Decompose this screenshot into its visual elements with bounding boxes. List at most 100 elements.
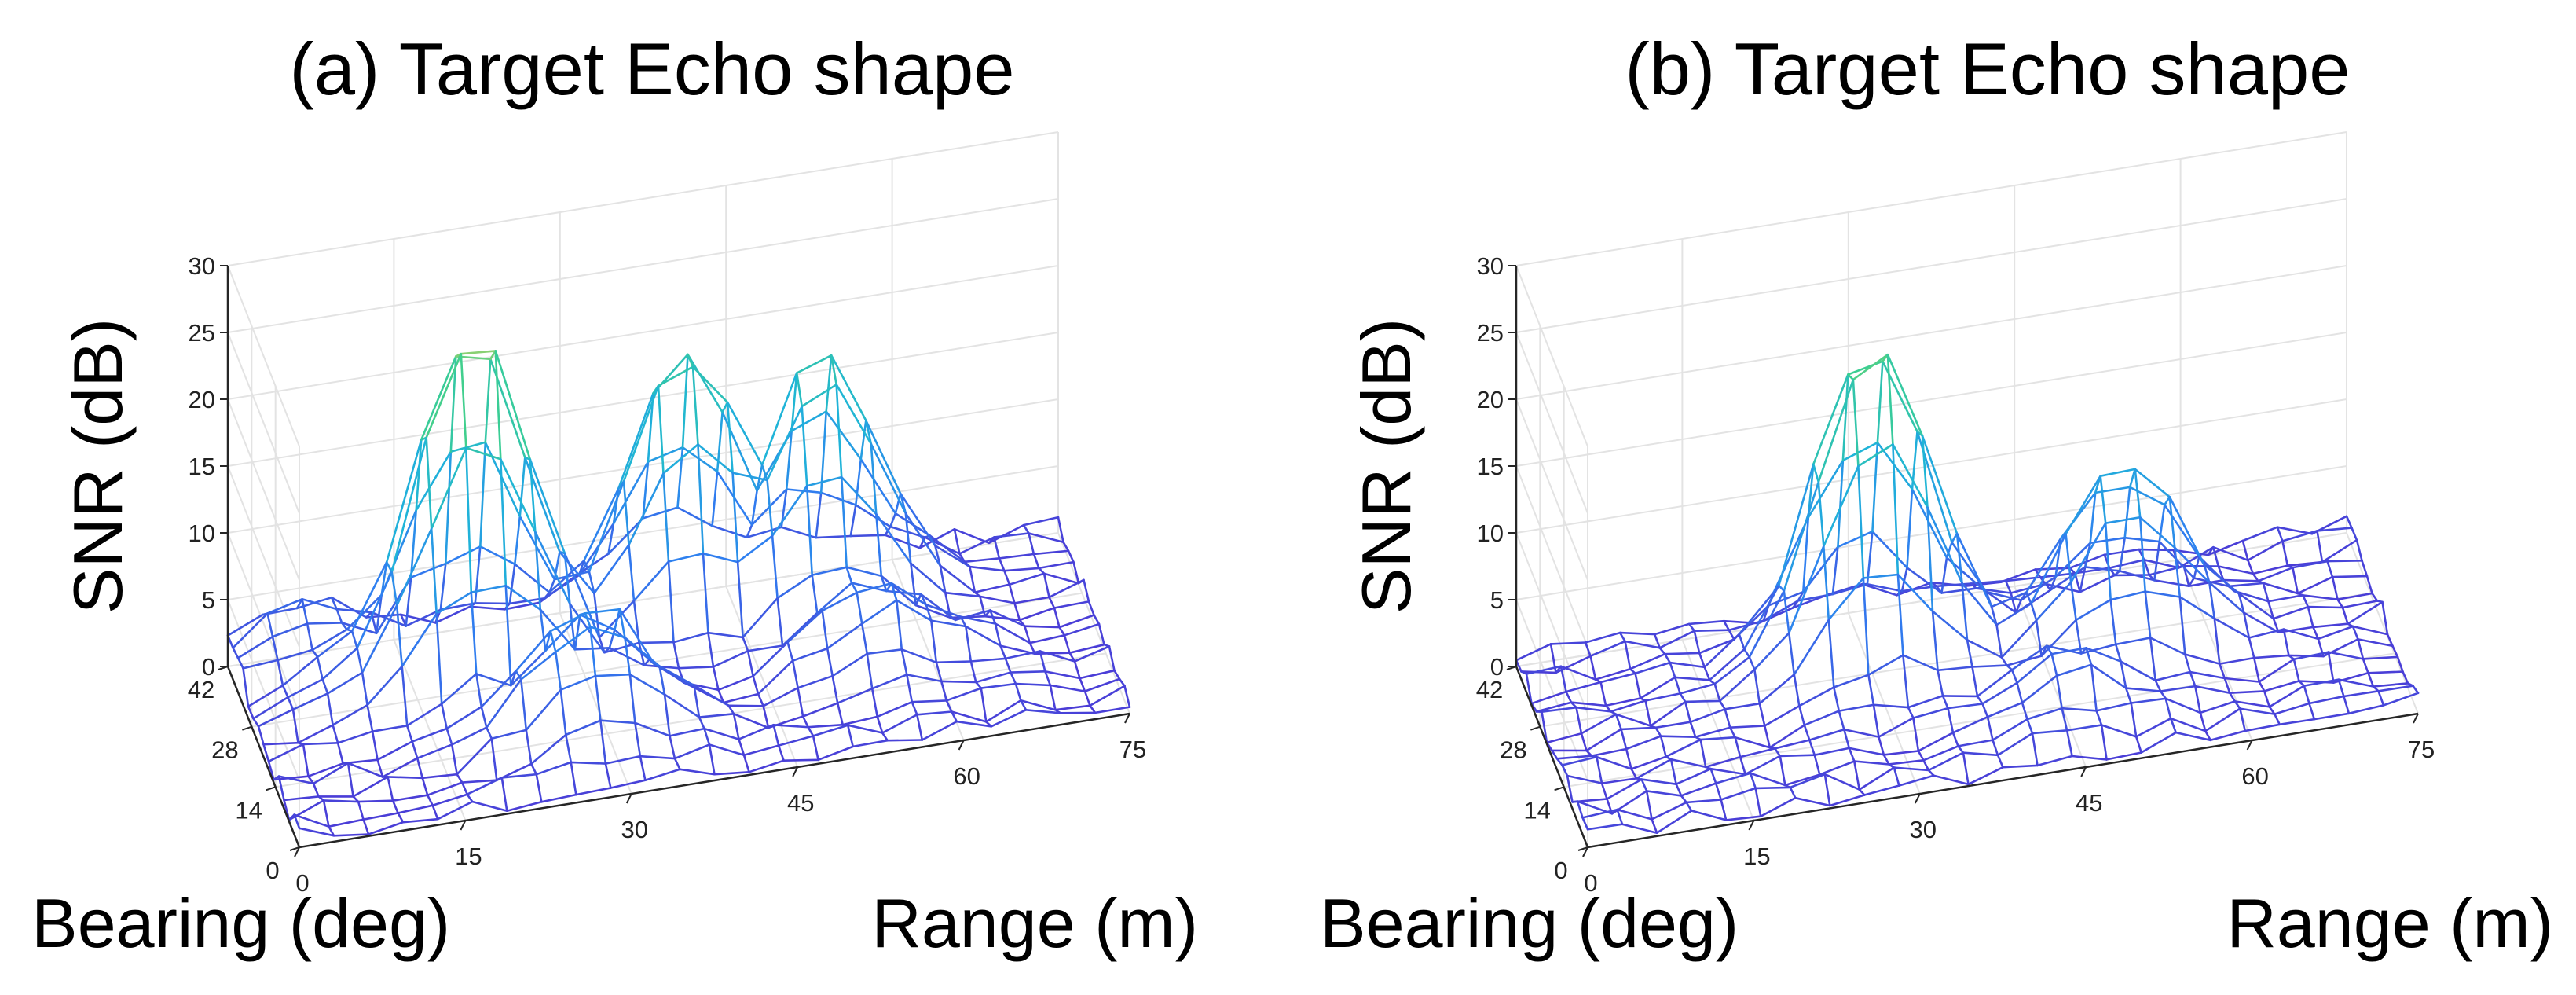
surface-edge <box>1893 766 1900 787</box>
surface-edge <box>791 659 799 689</box>
surface-edge <box>2128 468 2136 489</box>
surface-edge <box>845 566 853 585</box>
surface-edge <box>1906 488 1914 569</box>
surface-edge <box>676 446 684 509</box>
surface-edge <box>859 457 897 515</box>
surface-edge <box>2199 700 2237 714</box>
surface-edge <box>236 656 244 670</box>
range-tick-label: 75 <box>1119 736 1146 763</box>
surface-edge <box>1763 704 1801 727</box>
surface-edge <box>1599 672 1636 684</box>
surface-edge <box>456 773 464 784</box>
surface-edge <box>2361 559 2369 578</box>
surface-edge <box>736 534 774 564</box>
surface-edge <box>830 354 867 422</box>
surface-edge <box>687 353 694 369</box>
surface-edge <box>385 560 394 574</box>
surface-edge <box>1575 706 1583 735</box>
gridline-floor-bearing <box>227 532 1059 667</box>
surface-edge <box>1629 652 1666 670</box>
surface-edge <box>544 613 581 652</box>
surface-edge <box>1653 633 1662 649</box>
surface-edge <box>332 703 368 726</box>
surface-edge <box>639 755 676 760</box>
surface-edge <box>624 636 661 667</box>
surface-edge <box>1565 681 1602 693</box>
surface-edge <box>713 770 750 776</box>
surface-edge <box>963 557 1001 564</box>
surface-edge <box>1028 633 1066 644</box>
surface-edge <box>1042 572 1080 585</box>
surface-edge <box>1599 681 1607 707</box>
surface-edge <box>1039 650 1046 673</box>
surface-edge <box>1822 545 1830 621</box>
surface-edge <box>2351 625 2359 641</box>
surface-edge <box>1063 622 1101 637</box>
surface-edge <box>1658 630 1696 649</box>
surface-edge <box>577 522 615 577</box>
surface-edge <box>494 350 502 461</box>
surface-edge <box>884 534 922 549</box>
surface-edge <box>1866 530 1874 586</box>
surface-edge <box>2169 717 2207 732</box>
surface-edge <box>499 457 537 534</box>
surface-edge <box>226 613 264 637</box>
surface-edge <box>707 631 744 639</box>
surface-edge <box>2026 718 2034 735</box>
surface-edge <box>291 708 299 744</box>
surface-edge <box>1616 808 1653 821</box>
surface-edge <box>291 692 329 711</box>
surface-edge <box>2402 670 2409 685</box>
surface-edge <box>478 441 487 548</box>
surface-edge <box>2031 732 2039 767</box>
surface-edge <box>513 563 551 594</box>
surface-edge <box>385 439 423 564</box>
bearing-tick-label: 42 <box>1476 676 1503 703</box>
surface-edge <box>681 353 689 449</box>
surface-edge <box>1649 700 1687 727</box>
surface-edge <box>1962 751 1999 757</box>
surface-edge <box>958 536 995 555</box>
surface-edge <box>612 461 650 525</box>
surface-edge <box>539 608 547 652</box>
gridline-side-z <box>1515 465 1588 648</box>
gridline-back-z <box>1515 198 2347 333</box>
surface-edge <box>2050 647 2087 655</box>
surface-edge <box>267 743 305 763</box>
gridline-side-z <box>1515 265 1588 447</box>
surface-edge <box>980 682 1017 689</box>
surface-edge <box>588 570 595 595</box>
surface-edge <box>2386 633 2394 648</box>
surface-edge <box>742 597 779 639</box>
surface-edge <box>1882 754 1890 766</box>
surface-edge <box>500 777 508 812</box>
surface-edge <box>736 560 744 639</box>
surface-edge <box>2213 617 2251 639</box>
surface-edge <box>1841 373 1849 462</box>
surface-edge <box>1848 747 1856 762</box>
surface-edge <box>302 741 339 746</box>
surface-edge <box>2178 545 2215 569</box>
surface-edge <box>797 686 804 718</box>
surface-edge <box>2282 628 2290 657</box>
surface-edge <box>731 472 768 482</box>
surface-edge <box>1813 754 1821 776</box>
bearing-tick-label: 42 <box>188 676 214 703</box>
surface-edge <box>1713 682 1721 703</box>
surface-edge <box>1659 735 1667 758</box>
surface-edge <box>2184 653 2192 674</box>
surface-edge <box>1118 677 1126 688</box>
surface-edge <box>732 712 770 729</box>
surface-edge <box>1038 567 1046 575</box>
surface-edge <box>2336 598 2344 609</box>
surface-edge <box>746 644 784 652</box>
surface-edge <box>1028 532 1064 544</box>
surface-edge <box>2362 658 2369 674</box>
range-tick-label: 30 <box>1910 816 1937 843</box>
surface-edge <box>953 527 991 545</box>
surface-edge <box>332 724 339 744</box>
range-tick-mark <box>460 820 467 831</box>
range-axis-label: Range (m) <box>2226 884 2553 962</box>
surface-edge <box>969 660 977 684</box>
surface-edge <box>672 631 709 644</box>
